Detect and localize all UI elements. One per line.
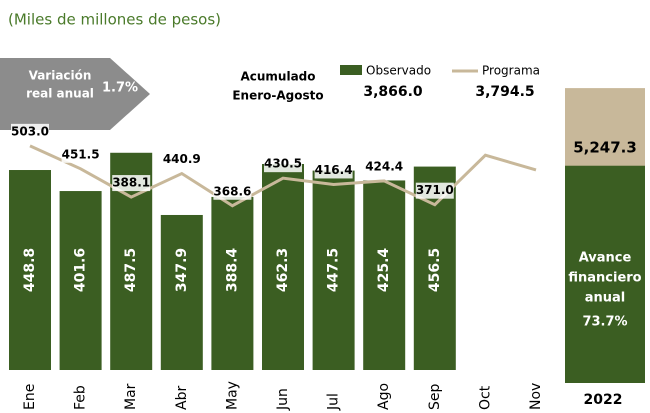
bar-value-label: 462.3 [275,248,291,292]
annual-label: anual [585,291,626,306]
line-value-label: 440.9 [163,152,201,166]
variation-label: Variación [29,69,92,83]
label-bg [415,182,454,199]
bar-value-label: 388.4 [224,248,240,293]
bar-value-label: 447.5 [326,248,342,292]
annual-label: Avance [579,251,632,266]
bar-value-label: 401.6 [73,248,89,292]
bar [262,163,304,370]
bar [9,170,51,370]
label-bg [213,183,252,200]
annual-bar-observed [565,165,645,383]
line-value-label: 368.6 [213,184,251,198]
label-bg [61,146,100,163]
bar [363,180,406,370]
annual-label: financiero [568,271,641,286]
line-value-label: 371.0 [416,183,454,197]
bar-value-label: 448.8 [22,248,38,292]
legend-label: Observado [366,64,431,78]
bar [160,214,203,370]
subtitle: (Miles de millones de pesos) [8,11,221,29]
x-tick-label: Feb [73,385,89,410]
x-tick-label: Ago [376,383,392,410]
bar [413,166,456,370]
annual-program-label: 5,247.3 [573,139,637,157]
label-bg [162,151,201,168]
legend-label: Programa [482,64,540,78]
bar-value-label: 425.4 [376,248,392,293]
x-tick-label: Jul [326,393,342,411]
x-tick-label: Nov [528,383,544,410]
variation-value: 1.7% [102,81,138,96]
x-tick-label: Jun [275,388,291,411]
label-bg [11,123,49,140]
x-tick-label: Oct [477,385,493,410]
x-tick-label: Mar [123,383,139,410]
accumulated-observed: 3,866.0 [363,84,423,100]
variation-label: real anual [26,87,94,101]
label-bg [314,162,353,179]
label-bg [264,156,302,173]
annual-year: 2022 [584,392,623,408]
annual-percent: 73.7% [582,315,627,330]
bar-value-label: 456.5 [427,248,443,292]
accumulated-label: Enero-Agosto [232,89,323,103]
bar-value-label: 487.5 [123,248,139,292]
label-bg [112,175,151,192]
accumulated-label: Acumulado [240,70,315,84]
legend-swatch [340,65,362,75]
line-value-label: 416.4 [315,163,353,177]
accumulated-program: 3,794.5 [475,84,534,100]
bar [211,196,254,370]
x-tick-label: Ene [22,384,38,410]
line-value-label: 388.1 [112,176,150,190]
bar-value-label: 347.9 [174,248,190,292]
x-tick-label: Abr [174,386,190,410]
bar [312,170,355,370]
line-value-label: 424.4 [365,159,403,173]
line-value-label: 451.5 [62,147,100,161]
line-value-label: 503.0 [11,124,49,138]
x-tick-label: May [224,381,240,410]
bar [59,191,102,370]
x-tick-label: Sep [427,384,443,411]
variation-arrow [0,58,150,130]
label-bg [365,158,404,175]
line-value-label: 430.5 [264,157,302,171]
